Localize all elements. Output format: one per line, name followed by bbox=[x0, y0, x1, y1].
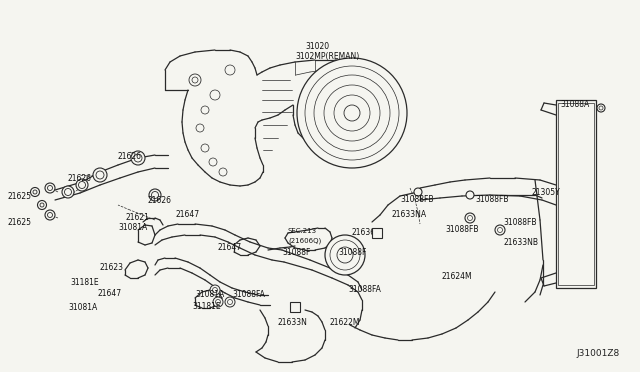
Text: 21647: 21647 bbox=[218, 243, 242, 252]
Text: A: A bbox=[375, 231, 379, 235]
Circle shape bbox=[337, 247, 353, 263]
Circle shape bbox=[225, 297, 235, 307]
Circle shape bbox=[330, 240, 360, 270]
Text: 21633N: 21633N bbox=[278, 318, 308, 327]
Circle shape bbox=[467, 215, 472, 221]
Text: 31020: 31020 bbox=[305, 42, 329, 51]
Circle shape bbox=[45, 210, 55, 220]
Text: 31088FB: 31088FB bbox=[475, 195, 509, 204]
Circle shape bbox=[414, 188, 422, 196]
Circle shape bbox=[497, 228, 502, 232]
Circle shape bbox=[65, 189, 72, 196]
Circle shape bbox=[189, 74, 201, 86]
Circle shape bbox=[31, 187, 40, 196]
Circle shape bbox=[314, 75, 390, 151]
Circle shape bbox=[201, 144, 209, 152]
Circle shape bbox=[213, 297, 223, 307]
Text: 21624M: 21624M bbox=[442, 272, 472, 281]
Text: (21606Q): (21606Q) bbox=[288, 238, 321, 244]
Circle shape bbox=[212, 288, 218, 292]
Text: 21305Y: 21305Y bbox=[532, 188, 561, 197]
Circle shape bbox=[45, 183, 55, 193]
Circle shape bbox=[344, 105, 360, 121]
Text: A: A bbox=[293, 305, 297, 310]
Circle shape bbox=[297, 58, 407, 168]
Circle shape bbox=[599, 106, 603, 110]
Text: 31088F: 31088F bbox=[282, 248, 310, 257]
Circle shape bbox=[201, 106, 209, 114]
Circle shape bbox=[225, 65, 235, 75]
Text: 31081A: 31081A bbox=[118, 223, 147, 232]
Text: 21626: 21626 bbox=[148, 196, 172, 205]
Circle shape bbox=[305, 66, 399, 160]
Circle shape bbox=[47, 212, 52, 218]
Bar bbox=[556, 100, 596, 288]
Text: 31181E: 31181E bbox=[70, 278, 99, 287]
Circle shape bbox=[149, 189, 161, 201]
Text: 21625: 21625 bbox=[8, 192, 32, 201]
Circle shape bbox=[96, 171, 104, 179]
Text: 21625: 21625 bbox=[8, 218, 32, 227]
Circle shape bbox=[597, 104, 605, 112]
Bar bbox=[290, 302, 300, 312]
Bar bbox=[558, 103, 594, 285]
Text: 31088FB: 31088FB bbox=[445, 225, 479, 234]
Circle shape bbox=[324, 85, 380, 141]
Circle shape bbox=[216, 299, 221, 305]
Text: 3102MP(REMAN): 3102MP(REMAN) bbox=[295, 52, 359, 61]
Text: 21626: 21626 bbox=[118, 152, 142, 161]
Circle shape bbox=[210, 90, 220, 100]
Circle shape bbox=[219, 168, 227, 176]
Text: 21622M: 21622M bbox=[330, 318, 360, 327]
Text: 21636M: 21636M bbox=[352, 228, 383, 237]
Text: 21633NA: 21633NA bbox=[392, 210, 427, 219]
Circle shape bbox=[192, 77, 198, 83]
Text: J31001Z8: J31001Z8 bbox=[577, 349, 620, 358]
Text: 31088A: 31088A bbox=[560, 100, 589, 109]
Text: 31081A: 31081A bbox=[68, 303, 97, 312]
Circle shape bbox=[134, 154, 142, 162]
Circle shape bbox=[79, 182, 86, 189]
Text: 31088FB: 31088FB bbox=[503, 218, 536, 227]
Text: 31081A: 31081A bbox=[195, 290, 224, 299]
Circle shape bbox=[62, 186, 74, 198]
Circle shape bbox=[227, 299, 232, 305]
Text: 21647: 21647 bbox=[175, 210, 199, 219]
Circle shape bbox=[334, 95, 370, 131]
Circle shape bbox=[196, 124, 204, 132]
Text: 21633NB: 21633NB bbox=[503, 238, 538, 247]
Text: 21621: 21621 bbox=[125, 213, 149, 222]
Text: 21623: 21623 bbox=[100, 263, 124, 272]
Circle shape bbox=[76, 179, 88, 191]
Text: SEC.213: SEC.213 bbox=[288, 228, 317, 234]
Circle shape bbox=[152, 192, 159, 199]
Circle shape bbox=[210, 285, 220, 295]
Text: 21647: 21647 bbox=[98, 289, 122, 298]
Text: 31088F: 31088F bbox=[338, 248, 366, 257]
Circle shape bbox=[325, 235, 365, 275]
Circle shape bbox=[495, 225, 505, 235]
Text: 31088FA: 31088FA bbox=[348, 285, 381, 294]
Text: 31181E: 31181E bbox=[192, 302, 221, 311]
Text: 21626: 21626 bbox=[68, 174, 92, 183]
Circle shape bbox=[33, 190, 37, 194]
Circle shape bbox=[465, 213, 475, 223]
Text: 31088FA: 31088FA bbox=[232, 290, 265, 299]
Circle shape bbox=[93, 168, 107, 182]
Circle shape bbox=[131, 151, 145, 165]
Circle shape bbox=[47, 186, 52, 190]
Bar bbox=[372, 228, 382, 238]
Circle shape bbox=[466, 191, 474, 199]
Circle shape bbox=[38, 201, 47, 209]
Circle shape bbox=[209, 158, 217, 166]
Text: 31088FB: 31088FB bbox=[400, 195, 433, 204]
Circle shape bbox=[40, 203, 44, 207]
